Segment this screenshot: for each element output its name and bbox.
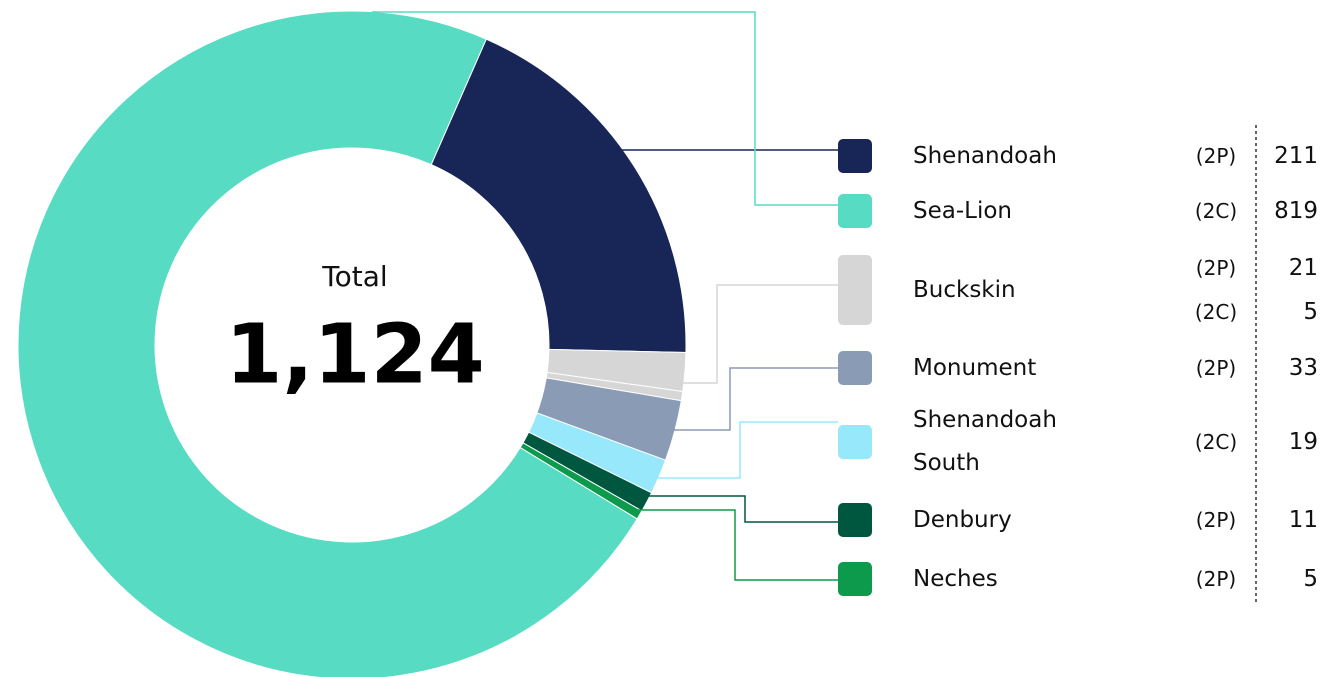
legend-name: Denbury <box>913 506 1012 533</box>
legend-value: 819 <box>1274 198 1318 224</box>
legend-swatch <box>838 503 872 537</box>
leader-line <box>672 367 838 431</box>
legend-swatch <box>838 562 872 596</box>
legend-value: 21 <box>1288 255 1318 281</box>
legend-code: (2C) <box>1194 300 1238 324</box>
legend-value: 211 <box>1274 143 1318 169</box>
legend-swatch <box>838 351 872 385</box>
legend-value: 5 <box>1303 299 1318 325</box>
legend-value: 19 <box>1288 429 1318 455</box>
leader-line <box>655 421 838 479</box>
total-label: Total <box>321 260 387 293</box>
legend-swatch <box>838 425 872 459</box>
leader-line <box>633 509 838 581</box>
legend-name: Shenandoah <box>913 142 1057 169</box>
slice <box>17 10 638 677</box>
leader-line <box>640 495 838 523</box>
legend-code: (2C) <box>1194 430 1238 454</box>
legend-name: Shenandoah South <box>913 407 1057 476</box>
legend-code: (2C) <box>1194 199 1238 223</box>
legend-swatch <box>838 194 872 228</box>
legend-value: 5 <box>1303 566 1318 592</box>
total-value: 1,124 <box>225 307 484 402</box>
legend-name: Monument <box>913 354 1037 381</box>
legend-code: (2P) <box>1195 144 1237 168</box>
slices <box>17 10 687 677</box>
legend-code: (2P) <box>1195 508 1237 532</box>
slice <box>430 38 687 353</box>
legend-code: (2P) <box>1195 256 1237 280</box>
leader-line <box>372 11 838 206</box>
legend-name: Sea-Lion <box>913 197 1012 224</box>
legend-code: (2P) <box>1195 356 1237 380</box>
legend-name: Buckskin <box>913 276 1016 303</box>
legend-name: Neches <box>913 565 998 592</box>
legend-value: 11 <box>1288 507 1318 533</box>
leader-line <box>683 284 838 384</box>
legend-value: 33 <box>1288 355 1318 381</box>
legend-swatch <box>838 255 872 325</box>
legend-code: (2P) <box>1195 567 1237 591</box>
legend-swatch <box>838 139 872 173</box>
